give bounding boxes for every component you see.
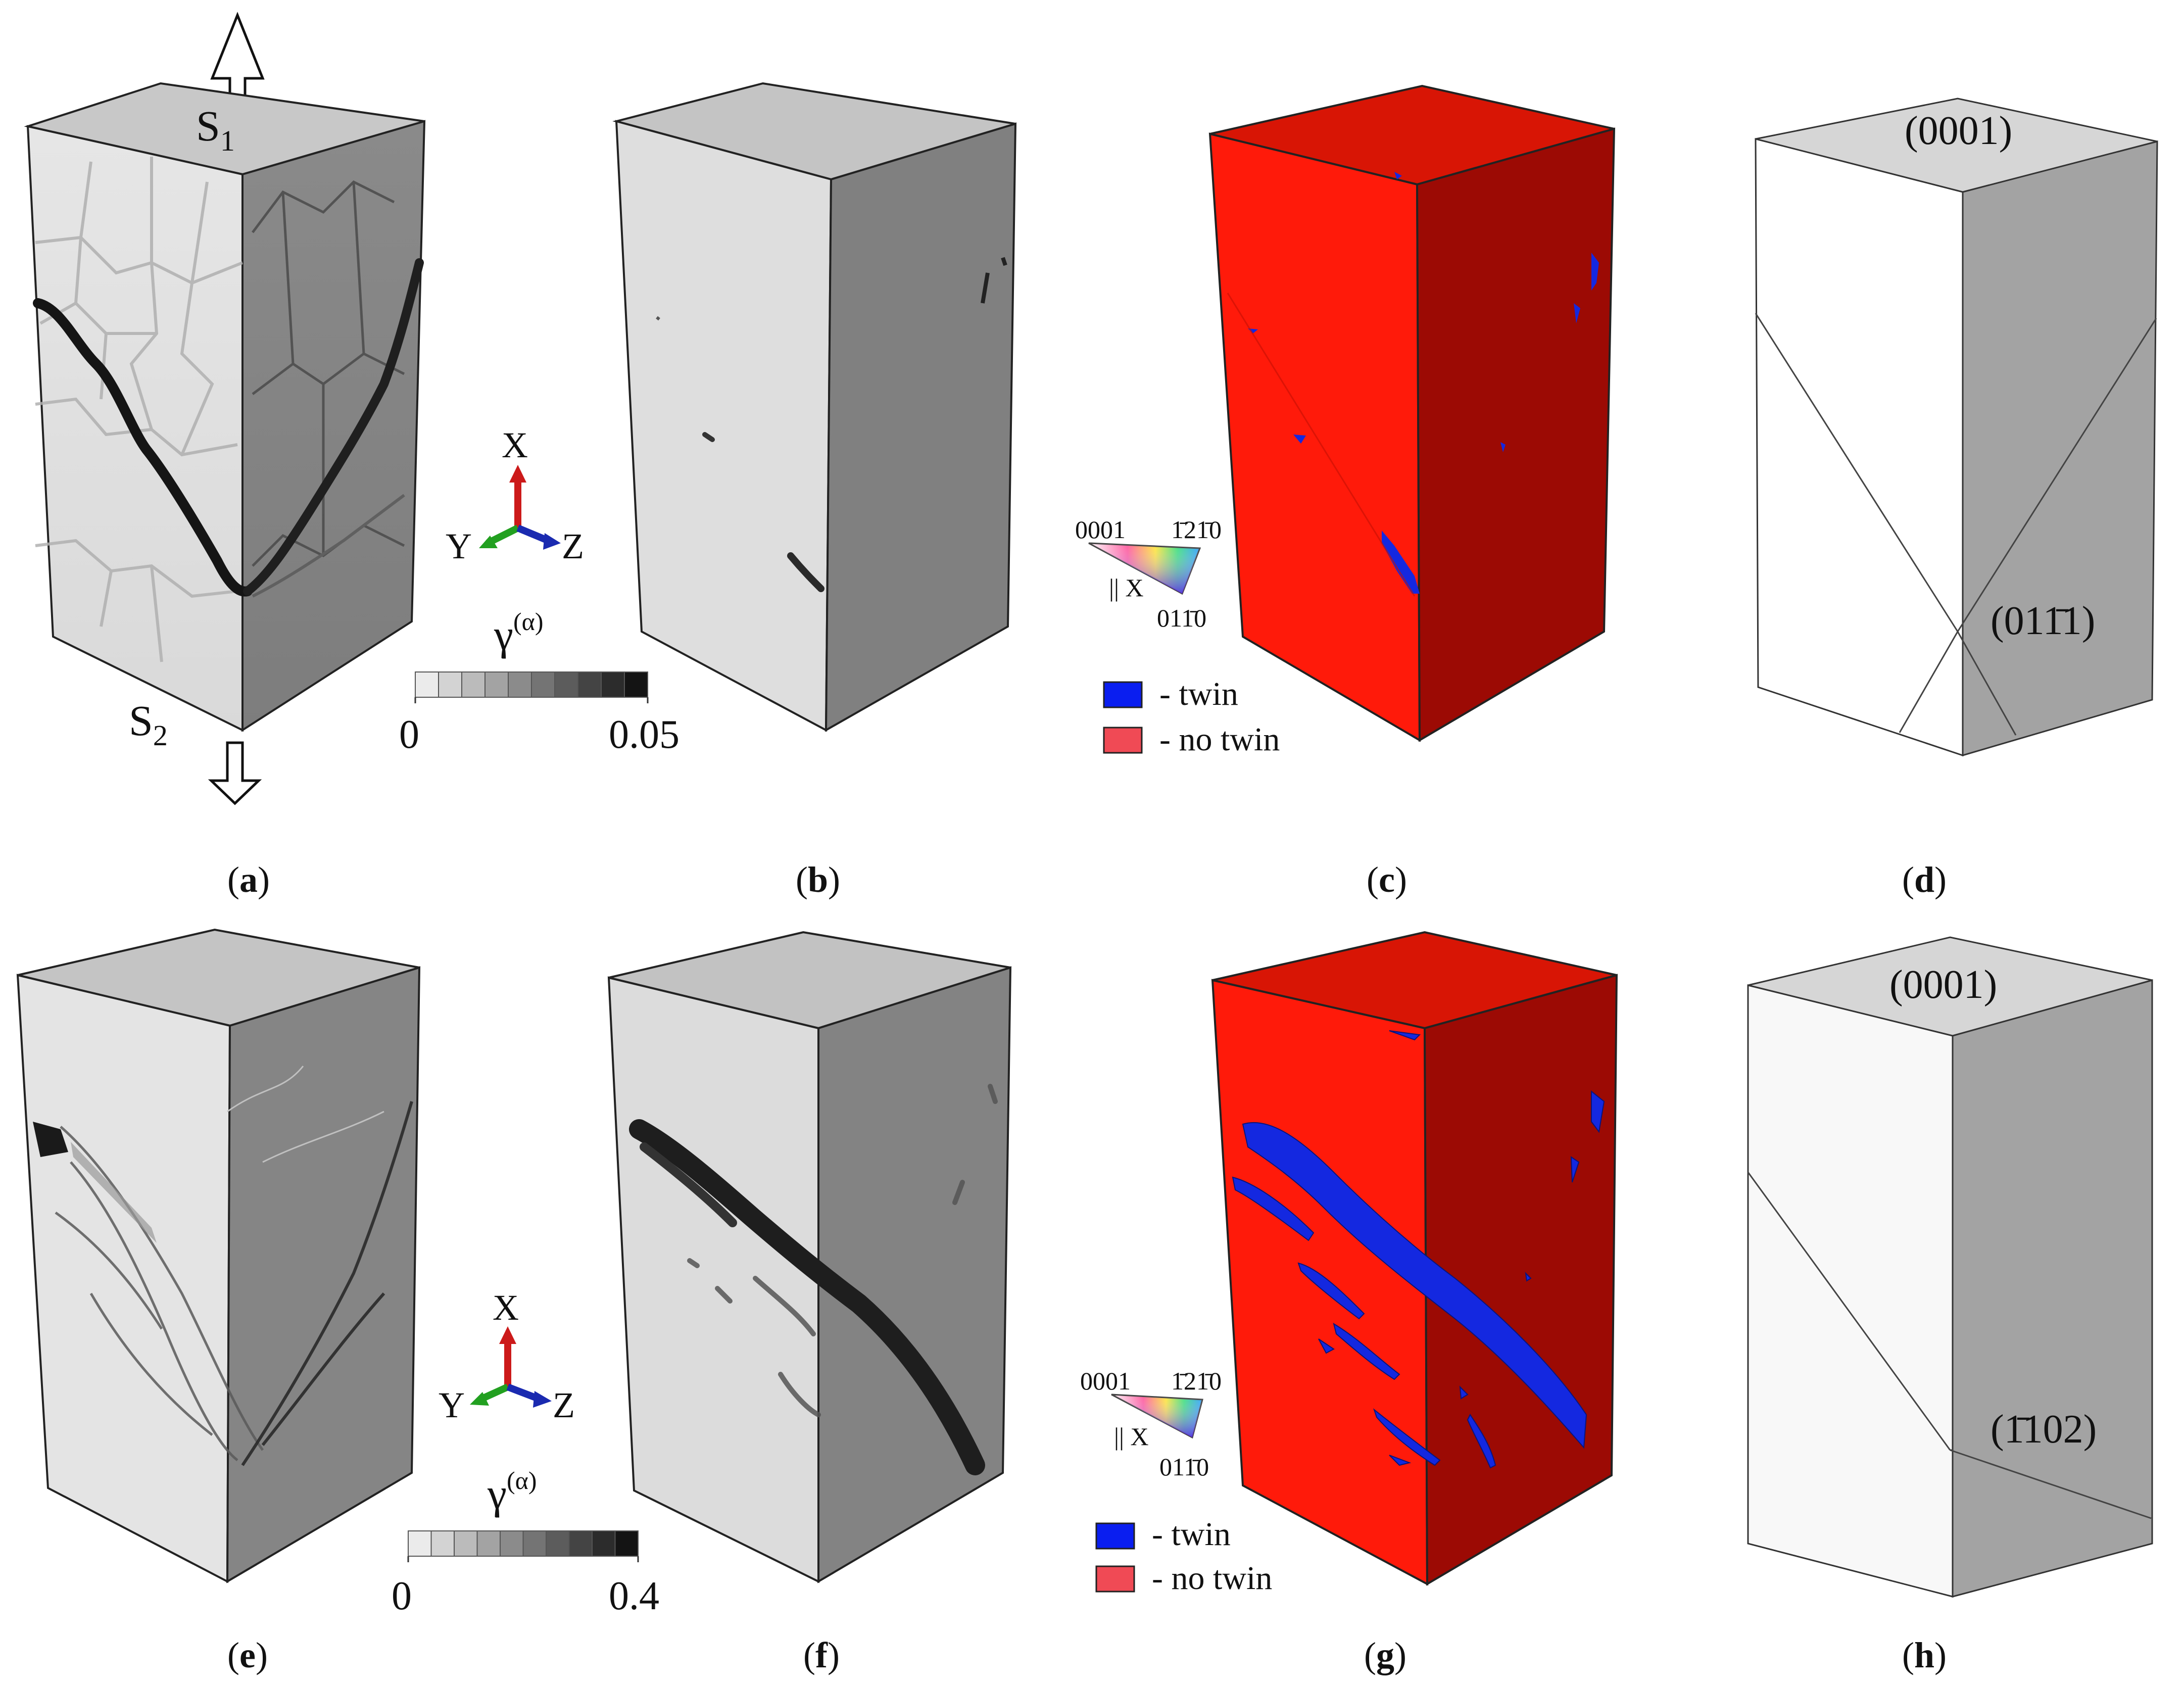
colorbar-step: [415, 671, 439, 698]
ipf-corner-01-10: 011̄0: [1159, 1453, 1209, 1481]
panel-labels-top: (a) (b) (c) (d): [227, 859, 1947, 900]
ipf-corner-0001: 0001: [1075, 515, 1126, 544]
colorbar-step: [438, 671, 462, 698]
legend-label-twin: - twin: [1159, 676, 1238, 712]
colorbar-step: [554, 671, 578, 698]
twin-regions: [1232, 1030, 1605, 1469]
colorbar-min-label: 0: [392, 1574, 412, 1618]
axis-y-label: Y: [446, 526, 472, 566]
ipf-corner-1-210: 1̄21̄0: [1171, 515, 1222, 544]
axes-triad-bottom: X Y Z: [439, 1287, 575, 1425]
panel-a: S1 S2: [24, 12, 426, 805]
axis-x-label: X: [493, 1287, 519, 1328]
colorbar-step: [408, 1530, 432, 1557]
colorbar-top: γ(α) 0 0.05: [399, 607, 680, 757]
colorbar-step: [508, 671, 532, 698]
colorbar-step: [568, 1530, 593, 1557]
colorbar-bottom: γ(α) 0 0.4: [392, 1466, 659, 1618]
panel-label-h: (h): [1902, 1635, 1947, 1675]
legend-swatch-no-twin: [1095, 1565, 1135, 1593]
colorbar-step: [522, 1530, 547, 1557]
shear-band: [33, 298, 253, 597]
colorbar-step: [461, 671, 486, 698]
colorbar-step: [454, 1530, 478, 1557]
colorbar-max-label: 0.4: [609, 1574, 659, 1618]
colorbar-step: [500, 1530, 524, 1557]
colorbar-step: [531, 671, 555, 698]
axis-z-label: Z: [562, 526, 584, 566]
panel-label-c: (c): [1367, 859, 1407, 900]
axis-y-label: Y: [439, 1385, 465, 1425]
panel-h: (0001) (1̄102): [1747, 936, 2153, 1598]
legend-swatch-twin: [1103, 681, 1143, 708]
colorbar-step: [430, 1530, 455, 1557]
colorbar-step: [624, 671, 648, 698]
colorbar-step: [592, 1530, 616, 1557]
panel-label-a: (a): [227, 859, 270, 900]
legend-swatch-no-twin: [1103, 727, 1143, 754]
plane-label-basal: (0001): [1889, 963, 1997, 1007]
tension-arrow-down-icon: [208, 741, 262, 805]
plane-label-twin: (1̄102): [1991, 1407, 2097, 1452]
panel-label-d: (d): [1902, 859, 1947, 900]
ipf-triangle-top: 0001 1̄21̄0 011̄0 || X: [1075, 515, 1222, 632]
colorbar-step: [546, 1530, 570, 1557]
panel-d: (0001) (011̄1): [1755, 98, 2158, 757]
colorbar-step: [484, 671, 509, 698]
legend-label-twin: - twin: [1152, 1516, 1231, 1553]
legend-swatch-twin: [1095, 1522, 1135, 1550]
panel-label-b: (b): [796, 859, 840, 900]
ipf-corner-0001: 0001: [1080, 1367, 1131, 1395]
twin-regions: [1248, 172, 1599, 594]
panel-e: [16, 928, 421, 1583]
panel-labels-bottom: (e) (f) (g) (h): [227, 1635, 1947, 1675]
ipf-direction-label: || X: [1114, 1422, 1149, 1451]
colorbar-step: [601, 671, 625, 698]
specimen-side-face: [241, 120, 426, 732]
panel-c: [1208, 84, 1616, 742]
panel-label-e: (e): [227, 1635, 268, 1675]
plane-label-twin: (011̄1): [1991, 599, 2095, 643]
colorbar-step: [476, 1530, 501, 1557]
panel-f: [607, 931, 1012, 1583]
axes-triad-top: X Y Z: [446, 425, 584, 566]
surface-s1-label: S1: [196, 102, 235, 157]
colorbar-step: [577, 671, 602, 698]
ipf-corner-01-10: 011̄0: [1157, 604, 1206, 632]
panel-label-f: (f): [803, 1635, 840, 1675]
panel-label-g: (g): [1364, 1635, 1406, 1675]
colorbar-title: γ(α): [487, 1466, 537, 1518]
legend-label-no-twin: - no twin: [1152, 1560, 1272, 1597]
legend-label-no-twin: - no twin: [1159, 721, 1280, 758]
colorbar-title: γ(α): [494, 607, 544, 659]
surface-s2-label: S2: [129, 696, 168, 752]
axis-z-label: Z: [553, 1385, 575, 1425]
grain-boundary-network: [35, 157, 244, 662]
ipf-corner-1-210: 1̄21̄0: [1171, 1367, 1222, 1395]
legend-top: - twin - no twin: [1103, 676, 1280, 758]
panel-g: [1211, 931, 1618, 1586]
shear-band: [629, 1119, 985, 1475]
panel-b: [612, 82, 1017, 732]
plane-label-basal: (0001): [1905, 109, 2012, 153]
ipf-triangle-bottom: 0001 1̄21̄0 011̄0 || X: [1080, 1367, 1222, 1481]
colorbar-max-label: 0.05: [609, 712, 680, 757]
colorbar-min-label: 0: [399, 712, 419, 757]
ipf-direction-label: || X: [1109, 573, 1144, 602]
legend-bottom: - twin - no twin: [1095, 1516, 1272, 1597]
colorbar-step: [614, 1530, 639, 1557]
axis-x-label: X: [502, 425, 528, 465]
